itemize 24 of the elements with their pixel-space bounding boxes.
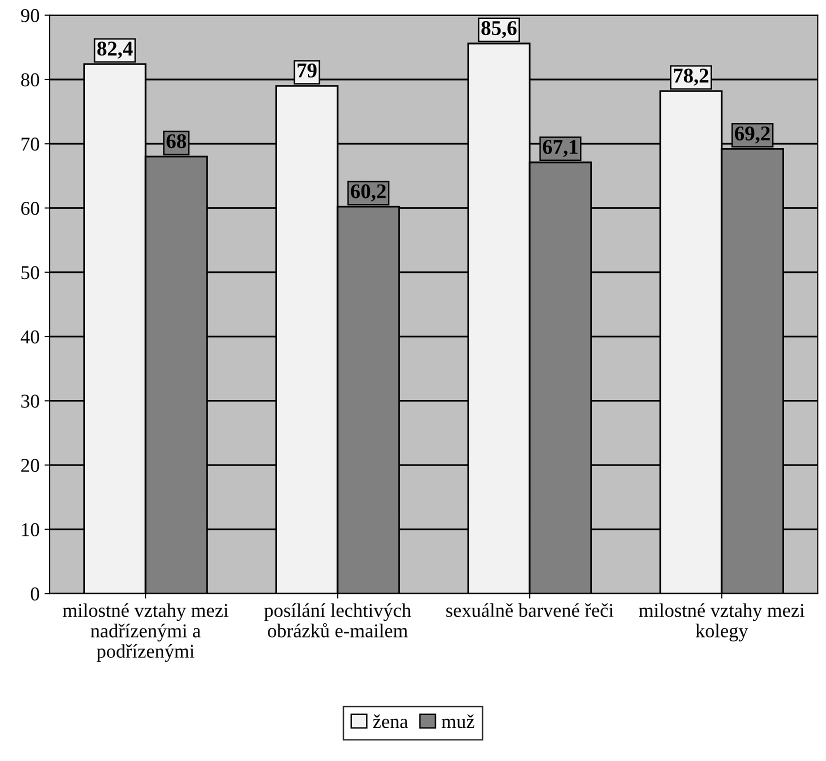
legend-label: muž (442, 714, 474, 728)
y-tick-label: 40 (20, 330, 40, 344)
y-tick-label: 10 (22, 523, 40, 536)
y-tick-label: 0 (30, 587, 40, 601)
data-label: 68 (166, 134, 186, 148)
y-tick-label: 60 (21, 202, 40, 215)
y-tick-label: 90 (21, 9, 40, 22)
x-tick-label: milostné vztahy mezi kolegy (638, 603, 804, 642)
x-tick-label: sexuálně barvené řeči (446, 603, 614, 617)
y-tick-label: 30 (21, 394, 40, 408)
x-tick-label: milostné vztahy mezi nadřízenými a podřízenými (62, 603, 228, 662)
data-label: 69,2 (734, 126, 770, 144)
y-tick-label: 50 (22, 266, 40, 280)
data-label: 67,1 (542, 140, 578, 158)
y-tick-label: 20 (21, 458, 40, 472)
y-tick-label: 80 (21, 73, 40, 86)
data-label: 78,2 (674, 68, 708, 86)
data-label: 60,2 (350, 184, 386, 202)
legend-label: žena (373, 714, 408, 728)
x-tick-label: posílání lechtivých obrázků e-mailem (264, 603, 412, 638)
data-label: 79 (298, 64, 317, 78)
y-tick-label: 70 (22, 138, 40, 151)
data-label: 82,4 (97, 42, 133, 59)
data-label: 85,6 (481, 21, 517, 38)
